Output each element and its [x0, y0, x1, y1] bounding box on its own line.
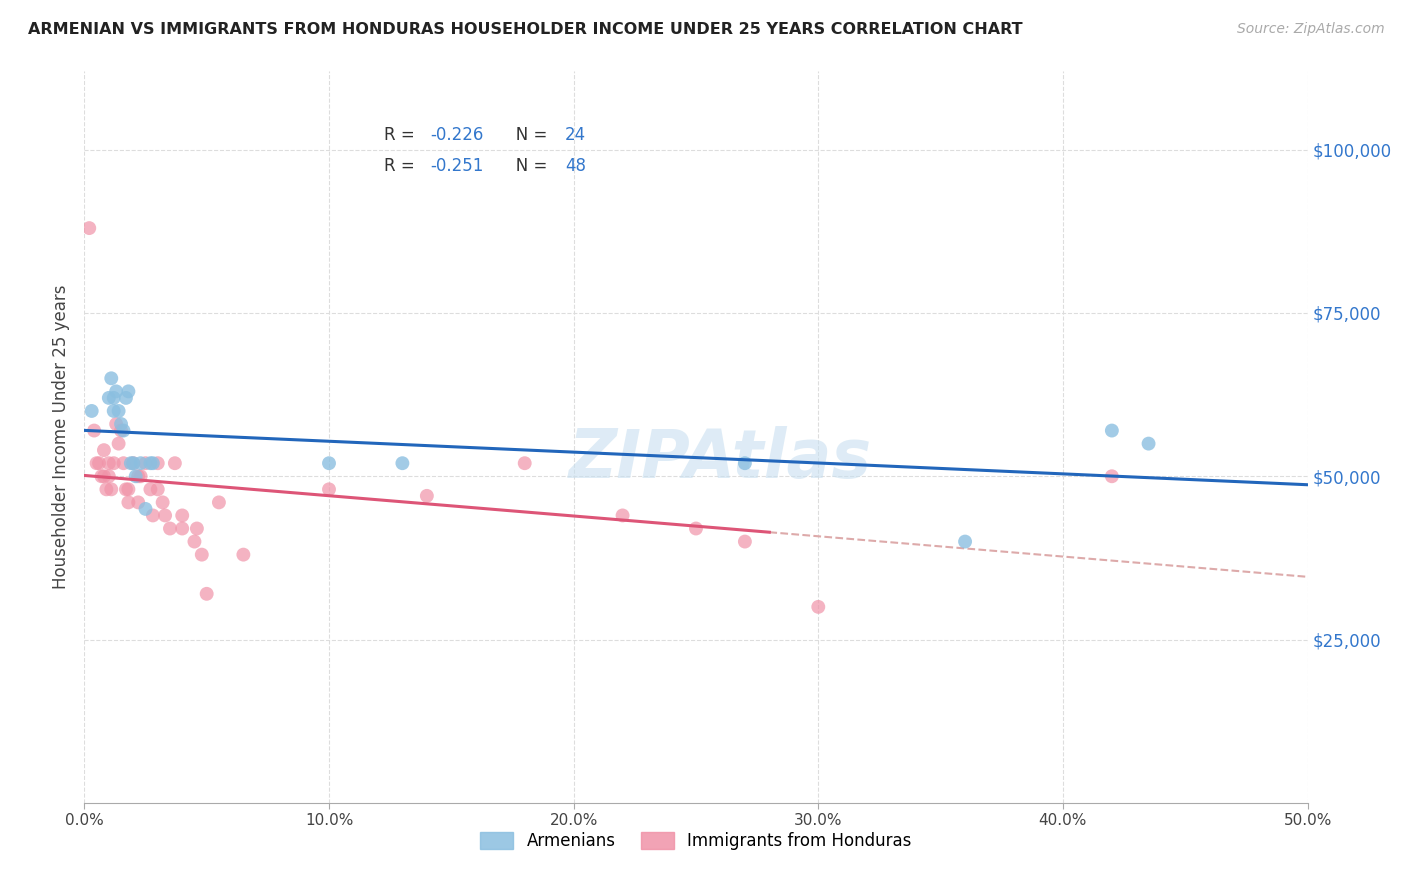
Point	[1137, 436, 1160, 450]
Point	[117, 495, 139, 509]
Point	[186, 521, 208, 535]
Text: -0.226: -0.226	[430, 126, 484, 144]
Text: 24: 24	[565, 126, 586, 144]
Point	[100, 371, 122, 385]
Point	[110, 424, 132, 438]
Point	[107, 404, 129, 418]
Text: Source: ZipAtlas.com: Source: ZipAtlas.com	[1237, 22, 1385, 37]
Point	[117, 483, 139, 497]
Point	[112, 424, 135, 438]
Point	[1101, 424, 1123, 438]
Text: N =: N =	[501, 158, 553, 176]
Point	[97, 391, 120, 405]
Text: ZIPAtlas: ZIPAtlas	[569, 426, 872, 492]
Point	[83, 424, 105, 438]
Point	[172, 508, 194, 523]
Point	[183, 534, 205, 549]
Point	[110, 417, 132, 431]
Point	[953, 534, 976, 549]
Point	[115, 483, 138, 497]
Point	[120, 456, 142, 470]
Text: 48: 48	[565, 158, 586, 176]
Point	[97, 469, 120, 483]
Point	[146, 456, 169, 470]
Point	[135, 456, 157, 470]
Point	[191, 548, 214, 562]
Point	[105, 417, 128, 431]
Point	[86, 456, 108, 470]
Point	[127, 495, 149, 509]
Point	[152, 495, 174, 509]
Text: R =: R =	[384, 126, 420, 144]
Point	[112, 456, 135, 470]
Point	[318, 483, 340, 497]
Y-axis label: Householder Income Under 25 years: Householder Income Under 25 years	[52, 285, 70, 590]
Point	[135, 502, 157, 516]
Point	[117, 384, 139, 399]
Point	[391, 456, 413, 470]
Point	[513, 456, 536, 470]
Point	[318, 456, 340, 470]
Point	[807, 599, 830, 614]
Point	[122, 456, 145, 470]
Text: N =: N =	[501, 126, 553, 144]
Point	[93, 443, 115, 458]
Point	[96, 483, 118, 497]
Point	[153, 508, 176, 523]
Point	[80, 404, 103, 418]
Point	[125, 469, 148, 483]
Point	[103, 391, 125, 405]
Point	[122, 456, 145, 470]
Point	[142, 508, 165, 523]
Point	[107, 436, 129, 450]
Point	[195, 587, 218, 601]
Point	[97, 456, 120, 470]
Point	[172, 521, 194, 535]
Point	[734, 456, 756, 470]
Text: ARMENIAN VS IMMIGRANTS FROM HONDURAS HOUSEHOLDER INCOME UNDER 25 YEARS CORRELATI: ARMENIAN VS IMMIGRANTS FROM HONDURAS HOU…	[28, 22, 1022, 37]
Point	[129, 469, 152, 483]
Text: R =: R =	[384, 158, 420, 176]
Point	[163, 456, 186, 470]
Point	[1101, 469, 1123, 483]
Point	[734, 534, 756, 549]
Point	[129, 456, 152, 470]
Legend: Armenians, Immigrants from Honduras: Armenians, Immigrants from Honduras	[474, 825, 918, 856]
Point	[139, 483, 162, 497]
Point	[100, 483, 122, 497]
Point	[103, 404, 125, 418]
Point	[90, 469, 112, 483]
Point	[142, 456, 165, 470]
Point	[139, 456, 162, 470]
Point	[685, 521, 707, 535]
Point	[232, 548, 254, 562]
Point	[127, 469, 149, 483]
Point	[146, 483, 169, 497]
Point	[159, 521, 181, 535]
Point	[416, 489, 439, 503]
Point	[612, 508, 634, 523]
Point	[103, 456, 125, 470]
Point	[208, 495, 231, 509]
Point	[77, 221, 100, 235]
Point	[105, 384, 128, 399]
Point	[115, 391, 138, 405]
Point	[93, 469, 115, 483]
Point	[87, 456, 110, 470]
Text: -0.251: -0.251	[430, 158, 484, 176]
